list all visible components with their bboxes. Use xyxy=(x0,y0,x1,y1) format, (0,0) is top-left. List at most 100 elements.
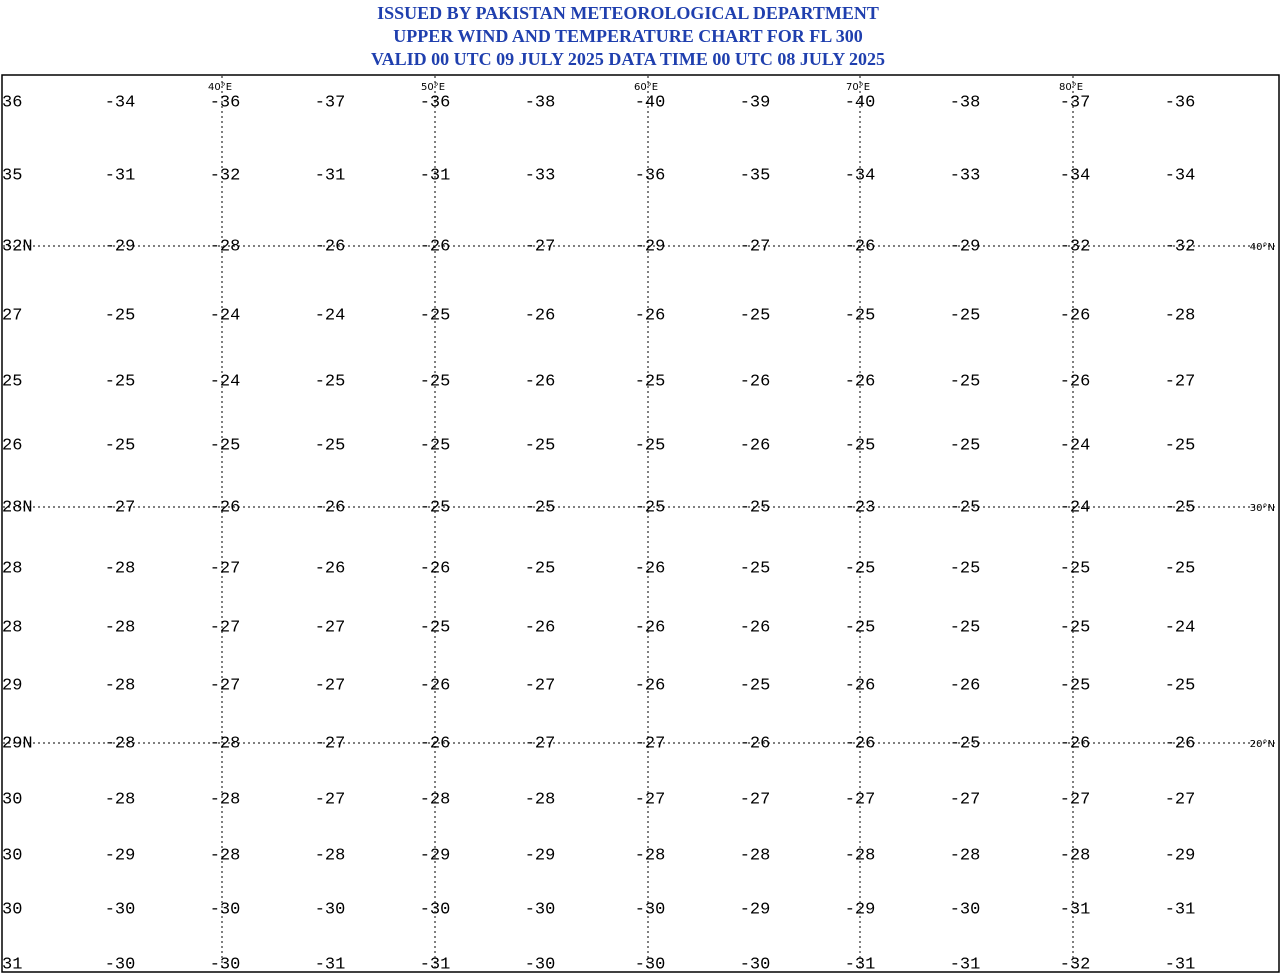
edge-value: 36 xyxy=(2,93,22,112)
temperature: -25 xyxy=(210,436,241,455)
edge-value: 30 xyxy=(2,846,22,865)
temperature: -29 xyxy=(845,900,876,919)
temperature: -25 xyxy=(105,306,136,325)
temperature: -36 xyxy=(635,166,666,185)
temperature: -34 xyxy=(1165,166,1196,185)
temperature: -25 xyxy=(1165,676,1196,695)
temperature: -39 xyxy=(740,93,771,112)
temperature: -25 xyxy=(845,618,876,637)
temperature: -25 xyxy=(1060,618,1091,637)
map-frame xyxy=(1,74,1280,973)
temperature: -26 xyxy=(845,237,876,256)
title-line: UPPER WIND AND TEMPERATURE CHART FOR FL … xyxy=(393,26,863,46)
temperature: -31 xyxy=(1060,900,1091,919)
edge-value: 29 xyxy=(2,676,22,695)
temperature: -25 xyxy=(740,498,771,517)
temperature: -29 xyxy=(105,846,136,865)
temperature: -25 xyxy=(1165,436,1196,455)
temperature: -30 xyxy=(105,900,136,919)
temperature: -25 xyxy=(420,436,451,455)
temperature: -26 xyxy=(525,306,556,325)
lon-label: 80°E xyxy=(1059,82,1083,93)
temperature: -32 xyxy=(1060,955,1091,974)
temperature: -26 xyxy=(950,676,981,695)
temperature: -26 xyxy=(845,372,876,391)
temperature: -31 xyxy=(315,166,346,185)
temperature: -31 xyxy=(315,955,346,974)
temperature: -29 xyxy=(105,237,136,256)
temperature: -28 xyxy=(210,790,241,809)
temperature: -25 xyxy=(1165,498,1196,517)
edge-value: 28 xyxy=(2,559,22,578)
temperature: -26 xyxy=(420,676,451,695)
title-line: ISSUED BY PAKISTAN METEOROLOGICAL DEPART… xyxy=(377,3,879,23)
temperature: -25 xyxy=(525,559,556,578)
temperature: -26 xyxy=(1165,734,1196,753)
temperature: -27 xyxy=(105,498,136,517)
temperature: -26 xyxy=(635,559,666,578)
temperature: -26 xyxy=(740,436,771,455)
temperature: -28 xyxy=(210,734,241,753)
lon-label: 50°E xyxy=(421,82,445,93)
temperature: -37 xyxy=(1060,93,1091,112)
edge-value: 30 xyxy=(2,790,22,809)
temperature: -24 xyxy=(1060,498,1091,517)
temperature: -25 xyxy=(740,559,771,578)
temperature: -25 xyxy=(1060,676,1091,695)
temperature: -30 xyxy=(210,955,241,974)
temperature: -33 xyxy=(525,166,556,185)
temperature: -27 xyxy=(315,618,346,637)
temperature: -26 xyxy=(1060,734,1091,753)
temperature: -25 xyxy=(950,372,981,391)
temperature: -25 xyxy=(315,372,346,391)
temperature: -23 xyxy=(845,498,876,517)
edge-value: 28N xyxy=(2,498,33,517)
temperature: -31 xyxy=(1165,955,1196,974)
temperature: -25 xyxy=(740,306,771,325)
temperature: -26 xyxy=(740,618,771,637)
temperature: -32 xyxy=(210,166,241,185)
temperature: -25 xyxy=(420,498,451,517)
temperature: -25 xyxy=(525,436,556,455)
temperature: -26 xyxy=(740,734,771,753)
temperature: -27 xyxy=(210,676,241,695)
temperature: -25 xyxy=(420,372,451,391)
temperature: -31 xyxy=(420,955,451,974)
temperature: -28 xyxy=(845,846,876,865)
temperature: -30 xyxy=(105,955,136,974)
temperature: -27 xyxy=(635,734,666,753)
temperature: -30 xyxy=(420,900,451,919)
temperature: -27 xyxy=(315,734,346,753)
temperature: -30 xyxy=(635,955,666,974)
temperature: -26 xyxy=(740,372,771,391)
temperature: -28 xyxy=(740,846,771,865)
labels: 40°E 50°E 60°E 70°E 80°E 40°N 30°N 20°N 36 -34 -36… xyxy=(2,82,1275,974)
temperature: -29 xyxy=(420,846,451,865)
temperature: -26 xyxy=(525,618,556,637)
edge-value: 25 xyxy=(2,372,22,391)
temperature: -25 xyxy=(845,559,876,578)
temperature: -29 xyxy=(740,900,771,919)
edge-value: 30 xyxy=(2,900,22,919)
temperature: -26 xyxy=(1060,372,1091,391)
temperature: -25 xyxy=(105,436,136,455)
temperature: -30 xyxy=(950,900,981,919)
temperature: -31 xyxy=(845,955,876,974)
temperature: -24 xyxy=(1060,436,1091,455)
temperature: -27 xyxy=(635,790,666,809)
temperature: -34 xyxy=(845,166,876,185)
temperature: -30 xyxy=(210,900,241,919)
temperature: -27 xyxy=(1165,372,1196,391)
temperature: -24 xyxy=(210,306,241,325)
temperature: -28 xyxy=(210,846,241,865)
temperature: -28 xyxy=(635,846,666,865)
temperature: -29 xyxy=(635,237,666,256)
temperature: -27 xyxy=(1165,790,1196,809)
temperature: -40 xyxy=(845,93,876,112)
temperature: -30 xyxy=(525,955,556,974)
temperature: -28 xyxy=(105,790,136,809)
temperature: -30 xyxy=(740,955,771,974)
temperature: -28 xyxy=(525,790,556,809)
temperature: -26 xyxy=(315,498,346,517)
temperature: -30 xyxy=(635,900,666,919)
